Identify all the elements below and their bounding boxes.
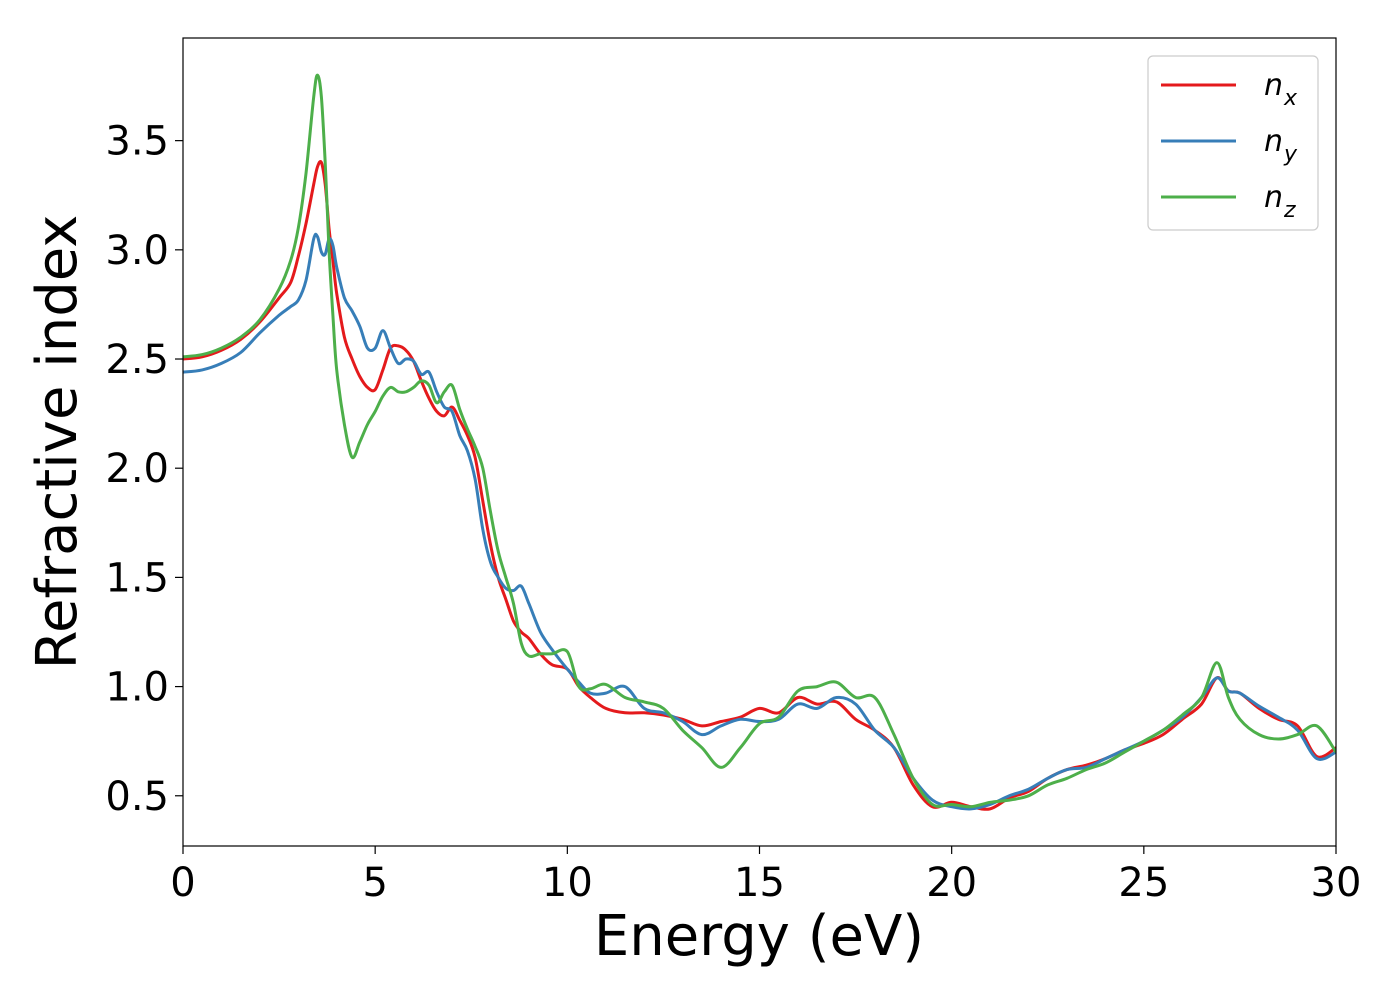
series-line-nz — [183, 73, 1336, 809]
legend-label-nx: n — [1264, 68, 1283, 103]
y-tick-label: 0.5 — [105, 774, 169, 820]
x-axis-ticks: 0 5 10 15 20 25 30 — [170, 846, 1361, 906]
y-axis-label: Refractive index — [25, 215, 90, 670]
x-tick-label: 25 — [1118, 860, 1169, 906]
y-tick-label: 1.0 — [105, 665, 169, 711]
legend-subscript-ny: y — [1283, 142, 1298, 167]
legend-box — [1147, 55, 1319, 231]
series-line-nx — [183, 159, 1336, 811]
y-tick-label: 1.5 — [105, 555, 169, 601]
x-tick-label: 30 — [1311, 860, 1362, 906]
y-tick-label: 3.0 — [105, 228, 169, 274]
y-tick-label: 2.0 — [105, 446, 169, 492]
series-layer — [183, 73, 1336, 811]
y-axis-ticks: 0.5 1.0 1.5 2.0 2.5 3.0 3.5 — [105, 119, 183, 820]
legend-subscript-nx: x — [1283, 86, 1298, 111]
x-axis-label: Energy (eV) — [594, 904, 924, 969]
legend-label-nz: n — [1264, 180, 1283, 215]
y-tick-label: 3.5 — [105, 119, 169, 165]
legend: n xn yn z — [1147, 55, 1319, 231]
x-tick-label: 15 — [734, 860, 785, 906]
series-line-ny — [183, 232, 1336, 811]
y-tick-label: 2.5 — [105, 337, 169, 383]
x-tick-label: 5 — [362, 860, 387, 906]
legend-subscript-nz: z — [1283, 198, 1296, 223]
x-tick-label: 20 — [926, 860, 977, 906]
x-tick-label: 0 — [170, 860, 195, 906]
x-tick-label: 10 — [542, 860, 593, 906]
legend-label-ny: n — [1264, 124, 1283, 159]
